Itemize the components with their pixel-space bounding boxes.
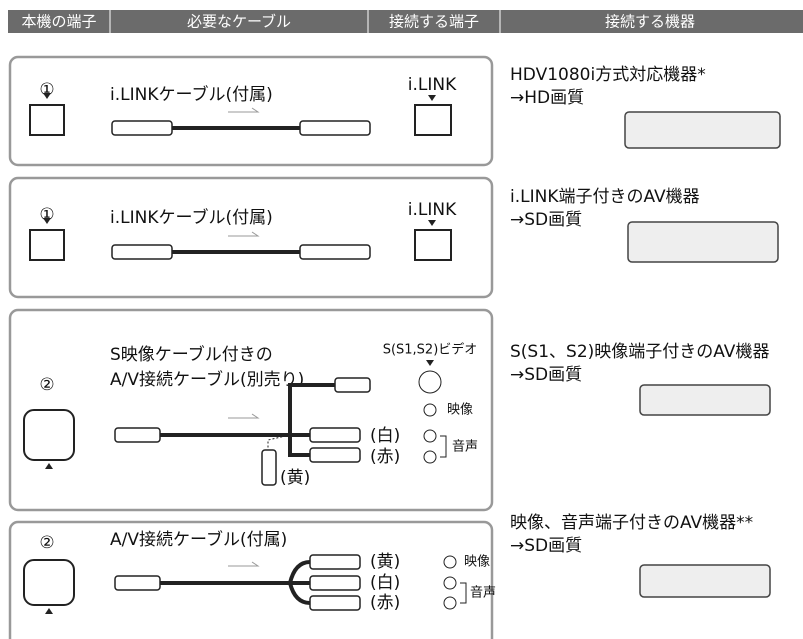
column-header: 接続する端子 [389, 13, 479, 31]
plug-label: (黄) [280, 468, 310, 488]
port-icon [23, 559, 75, 606]
plug [309, 447, 361, 463]
direction-arrow [228, 231, 260, 237]
direction-arrow [228, 561, 260, 567]
cable-label: A/V接続ケーブル(付属) [110, 529, 287, 550]
quality-label: →SD画質 [510, 365, 582, 385]
direction-arrow [228, 107, 260, 113]
device-illustration [639, 384, 771, 416]
arrow [428, 220, 436, 226]
column-header: 接続する機器 [605, 13, 695, 31]
plug [309, 554, 361, 570]
terminal-label: i.LINK [408, 200, 457, 220]
plug-label: (赤) [370, 447, 400, 467]
terminal-icon [414, 104, 452, 136]
device-label: HDV1080i方式対応機器* [510, 65, 706, 85]
device-illustration [627, 221, 779, 263]
plug [309, 595, 361, 611]
plug [299, 244, 371, 260]
cable [114, 554, 361, 611]
plug [299, 120, 371, 136]
plug [309, 575, 361, 591]
jack-label: 映像 [464, 555, 490, 570]
port-icon [23, 409, 75, 461]
port-icon [29, 229, 65, 261]
jack [423, 450, 437, 464]
row-box [8, 308, 494, 512]
terminal-icon [414, 229, 452, 261]
cable [111, 231, 371, 260]
plug-label: (白) [370, 573, 400, 593]
quality-label: →SD画質 [510, 210, 582, 230]
arrow [426, 360, 434, 366]
jack-label: 映像 [447, 403, 473, 418]
plug [309, 427, 361, 443]
cable-label: S映像ケーブル付きの [110, 344, 273, 365]
plug-label: (黄) [370, 552, 400, 572]
arrow [45, 608, 53, 614]
jack [443, 596, 457, 610]
cable-line [267, 434, 291, 450]
column-header: 本機の端子 [21, 13, 96, 31]
plug [261, 449, 277, 486]
cable-label: i.LINKケーブル(付属) [110, 207, 273, 228]
plug-label: (赤) [370, 593, 400, 613]
device-label: i.LINK端子付きのAV機器 [510, 187, 700, 207]
row-box [8, 55, 494, 167]
row-box [8, 176, 494, 299]
jack [423, 403, 437, 417]
port-number: ② [39, 533, 54, 553]
port-number: ② [39, 375, 54, 395]
jack-label: 音声 [452, 439, 478, 455]
plug-label: (白) [370, 426, 400, 446]
cable-line [160, 560, 311, 605]
plug [111, 244, 173, 260]
row-box [8, 520, 494, 639]
port-number: ① [39, 80, 54, 100]
device-label: 映像、音声端子付きのAV機器** [510, 513, 753, 533]
cable [114, 377, 371, 486]
jack-label: 音声 [470, 585, 496, 601]
jack [423, 429, 437, 443]
jack [443, 555, 457, 569]
cable-line [160, 383, 335, 457]
cable [111, 107, 371, 136]
arrow [43, 93, 51, 99]
s-jack [418, 370, 442, 394]
arrow [428, 95, 436, 101]
port-icon [29, 104, 65, 136]
direction-arrow [228, 413, 260, 419]
terminal-label: i.LINK [408, 75, 457, 95]
column-header: 必要なケーブル [187, 13, 291, 31]
plug [111, 120, 173, 136]
bracket [460, 582, 467, 604]
device-label: S(S1、S2)映像端子付きのAV機器 [510, 342, 769, 362]
arrow [43, 218, 51, 224]
cable-label: A/V接続ケーブル(別売り) [110, 369, 304, 390]
plug [114, 427, 161, 443]
header: 本機の端子 必要なケーブル 接続する端子 接続する機器 [8, 10, 803, 33]
device-illustration [624, 111, 781, 149]
arrow [45, 463, 53, 469]
quality-label: →HD画質 [510, 88, 584, 108]
plug [114, 575, 161, 591]
device-illustration [639, 564, 771, 598]
plug [334, 377, 371, 393]
header-bar [8, 10, 803, 33]
jack [443, 576, 457, 590]
quality-label: →SD画質 [510, 536, 582, 556]
port-number: ① [39, 205, 54, 225]
terminal-label: S(S1,S2)ビデオ [383, 342, 478, 358]
cable-label: i.LINKケーブル(付属) [110, 84, 273, 105]
bracket [440, 435, 447, 458]
